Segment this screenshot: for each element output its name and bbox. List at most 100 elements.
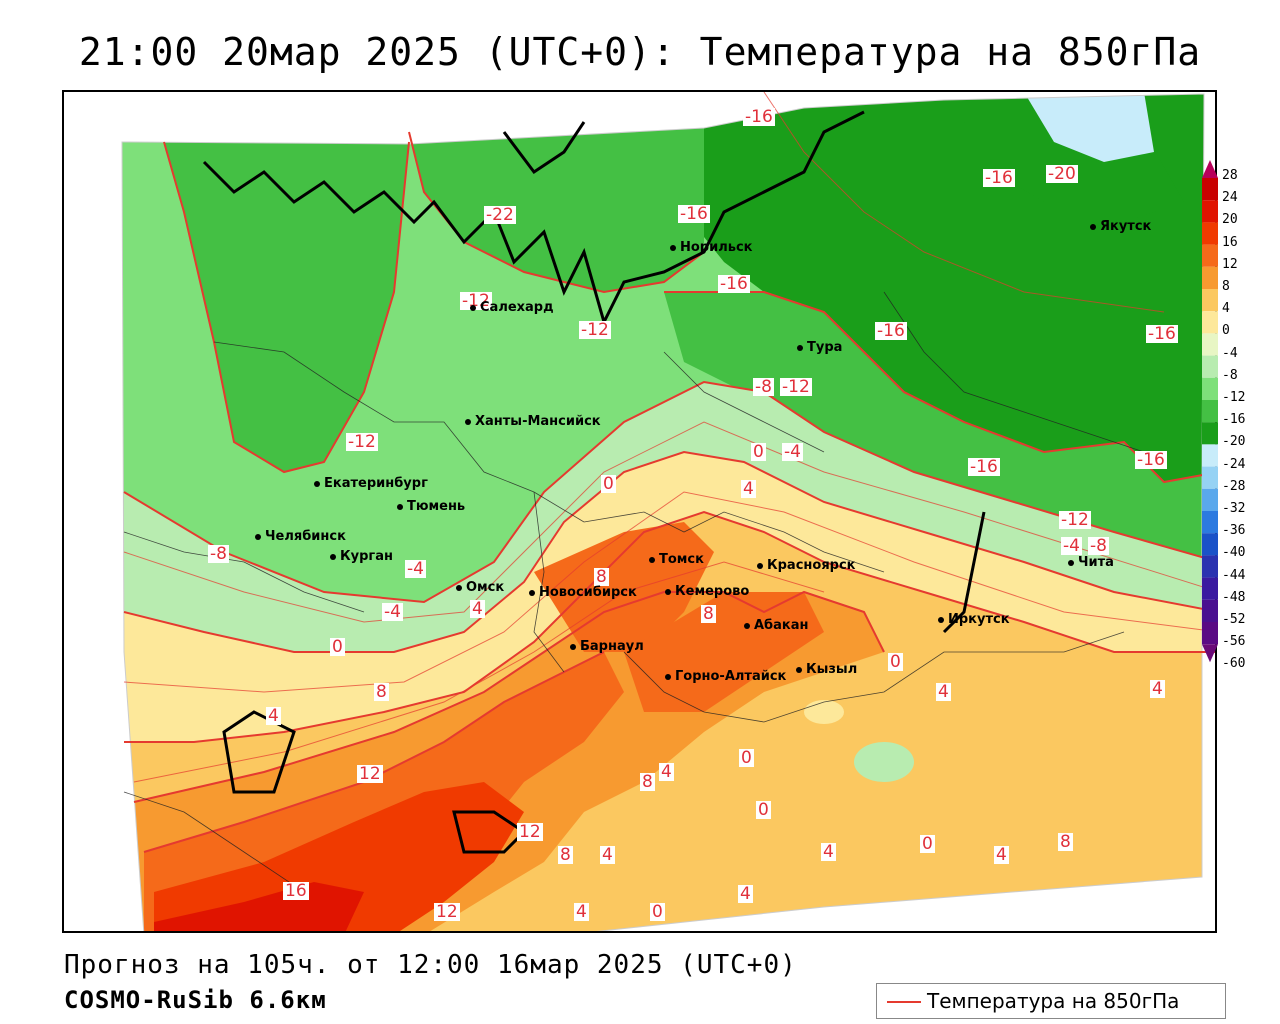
city-dot — [665, 588, 671, 595]
city-dot — [670, 244, 676, 251]
colorbar-tick-label: -4 — [1222, 345, 1238, 361]
colorbar-tick-label: 12 — [1222, 256, 1238, 272]
contour-label: 4 — [659, 762, 674, 782]
contour-label: -16 — [1135, 450, 1167, 470]
contour-label: -4 — [382, 602, 403, 622]
colorbar-tick-label: 16 — [1222, 234, 1238, 250]
city-dot — [465, 418, 471, 425]
colorbar-swatches — [1202, 160, 1218, 663]
contour-label: 12 — [434, 902, 460, 922]
contour-label: 16 — [283, 881, 309, 901]
colorbar-tick-label: -60 — [1222, 656, 1246, 672]
forecast-info: Прогноз на 105ч. от 12:00 16мар 2025 (UT… — [64, 950, 797, 980]
contour-label: 0 — [650, 902, 665, 922]
contour-label: -8 — [1088, 536, 1109, 556]
city-tyumen: Тюмень — [397, 499, 465, 514]
colorbar-swatch — [1202, 400, 1218, 423]
city-barnaul: Барнаул — [570, 639, 644, 654]
city-dot — [938, 616, 944, 623]
contour-label: -16 — [743, 107, 775, 127]
contour-label: -8 — [753, 377, 774, 397]
city-label: Чита — [1078, 555, 1114, 570]
colorbar-tick-label: 4 — [1222, 301, 1230, 317]
contour-label: 4 — [738, 884, 753, 904]
colorbar-swatch — [1202, 222, 1218, 245]
colorbar-tick-label: -56 — [1222, 634, 1246, 650]
city-label: Тюмень — [407, 499, 466, 514]
city-dot — [665, 673, 671, 680]
colorbar-tick-label: -16 — [1222, 412, 1246, 428]
contour-label: -16 — [875, 321, 907, 341]
contour-label: -20 — [1046, 164, 1078, 184]
city-abakan: Абакан — [744, 618, 809, 633]
city-label: Абакан — [754, 618, 809, 633]
colorbar-tick-label: -32 — [1222, 501, 1246, 516]
contour-label: -16 — [983, 168, 1015, 188]
city-norilsk: Норильск — [670, 240, 753, 255]
city-label: Кызыл — [806, 662, 858, 677]
contour-label: 8 — [558, 845, 573, 865]
colorbar-tick-label: -48 — [1222, 589, 1246, 605]
city-label: Якутск — [1100, 219, 1152, 234]
city-dot — [314, 480, 320, 487]
city-kyzyl: Кызыл — [796, 662, 857, 677]
contour-label: -16 — [678, 204, 710, 224]
temperature-map — [64, 92, 1215, 931]
colorbar-swatch — [1202, 488, 1218, 511]
colorbar-swatch — [1202, 422, 1218, 445]
contour-label: -12 — [780, 377, 812, 397]
city-krasnoyarsk: Красноярск — [757, 558, 856, 573]
colorbar-swatch — [1202, 444, 1218, 467]
colorbar-swatch — [1202, 533, 1218, 556]
contour-label: 8 — [701, 604, 716, 624]
contour-label: 0 — [751, 442, 766, 462]
contour-label: 0 — [756, 800, 771, 820]
legend-label: Температура на 850гПа — [927, 989, 1180, 1013]
colorbar-tick-label: -44 — [1222, 567, 1246, 583]
colorbar-tick-label: -20 — [1222, 434, 1246, 450]
colorbar-swatch — [1202, 555, 1218, 578]
city-label: Иркутск — [948, 612, 1010, 627]
city-label: Красноярск — [767, 558, 856, 573]
contour-label: 4 — [574, 902, 589, 922]
contour-label: 0 — [739, 748, 754, 768]
colorbar-swatch — [1202, 466, 1218, 489]
contour-label: -4 — [405, 559, 426, 579]
city-tomsk: Томск — [649, 552, 704, 567]
city-chita: Чита — [1068, 555, 1114, 570]
contour-label: 4 — [600, 845, 615, 865]
city-dot — [529, 589, 535, 596]
contour-label: 8 — [640, 772, 655, 792]
contour-label: 0 — [888, 652, 903, 672]
city-dot — [255, 533, 261, 540]
city-label: Ханты-Мансийск — [475, 414, 601, 429]
city-khanty-mansiysk: Ханты-Мансийск — [465, 414, 601, 429]
city-dot — [744, 622, 750, 629]
contour-label: -12 — [346, 432, 378, 452]
contour-label: 8 — [594, 567, 609, 587]
city-tura: Тура — [797, 340, 842, 355]
city-label: Томск — [659, 552, 704, 567]
colorbar-tick-label: 28 — [1222, 168, 1238, 183]
city-label: Тура — [807, 340, 843, 355]
colorbar-swatch — [1202, 266, 1218, 289]
city-dot — [397, 503, 403, 510]
contour-label: 0 — [601, 474, 616, 494]
contour-label: -12 — [460, 291, 492, 311]
colorbar-tick-label: -52 — [1222, 612, 1246, 627]
colorbar-swatch — [1202, 377, 1218, 400]
city-label: Салехард — [480, 300, 554, 315]
colorbar-swatch — [1202, 333, 1218, 356]
colorbar-swatch — [1202, 511, 1218, 534]
colorbar-tick-label: 20 — [1222, 212, 1238, 228]
colorbar-tick-label: -28 — [1222, 478, 1246, 494]
colorbar-tick-label: 8 — [1222, 279, 1230, 294]
city-gorno-altaysk: Горно-Алтайск — [665, 669, 786, 684]
colorbar-tick-label: -24 — [1222, 456, 1246, 472]
city-salekhard: Салехард — [470, 300, 554, 315]
city-omsk: Омск — [456, 580, 504, 595]
city-kurgan: Курган — [330, 549, 393, 564]
city-irkutsk: Иркутск — [938, 612, 1010, 627]
contour-label: -12 — [1059, 510, 1091, 530]
contour-label: 4 — [470, 599, 485, 619]
